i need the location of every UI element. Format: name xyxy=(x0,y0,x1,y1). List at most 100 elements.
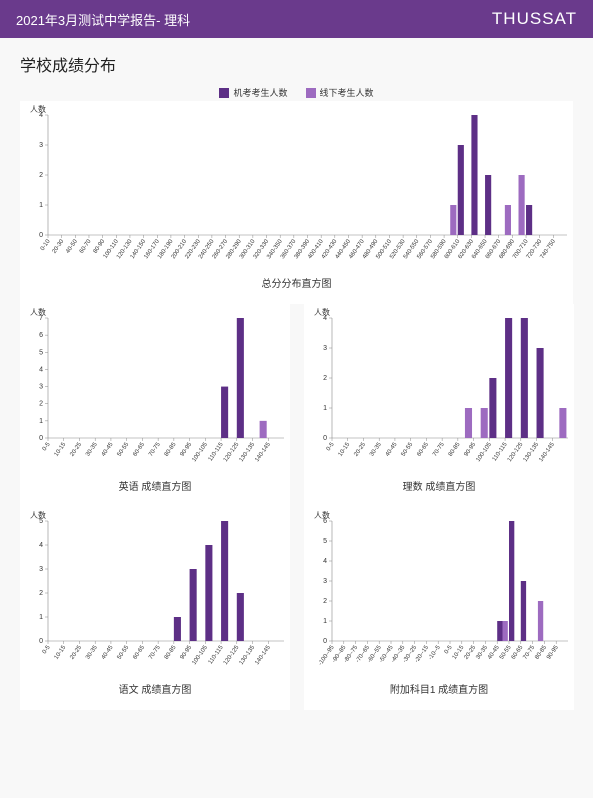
svg-text:30-35: 30-35 xyxy=(85,441,99,458)
chart-english-title: 英语 成绩直方图 xyxy=(20,474,290,507)
legend-swatch-2 xyxy=(306,88,316,98)
chart-total: 人数012340-1020-3040-5060-7080-90100-11012… xyxy=(20,101,573,304)
svg-text:0-5: 0-5 xyxy=(42,644,52,655)
header-title: 2021年3月测试中学报告- 理科 xyxy=(16,10,190,29)
svg-text:90-95: 90-95 xyxy=(464,441,478,458)
svg-text:2: 2 xyxy=(39,401,43,408)
svg-text:0: 0 xyxy=(39,232,43,239)
svg-text:6: 6 xyxy=(39,332,43,339)
svg-text:人数: 人数 xyxy=(30,307,46,317)
svg-text:人数: 人数 xyxy=(30,104,46,114)
svg-text:0-10: 0-10 xyxy=(40,238,52,252)
chart-extra1-title: 附加科目1 成绩直方图 xyxy=(304,677,574,710)
svg-text:0-5: 0-5 xyxy=(42,441,52,452)
svg-text:10-15: 10-15 xyxy=(54,441,68,458)
chart-chinese-title: 语文 成绩直方图 xyxy=(20,677,290,710)
svg-text:1: 1 xyxy=(323,618,327,625)
svg-text:1: 1 xyxy=(39,614,43,621)
svg-text:3: 3 xyxy=(39,384,43,391)
svg-text:60-65: 60-65 xyxy=(132,644,146,661)
svg-text:7: 7 xyxy=(39,315,43,322)
svg-text:2: 2 xyxy=(323,598,327,605)
svg-text:3: 3 xyxy=(39,566,43,573)
svg-text:70-75: 70-75 xyxy=(148,441,162,458)
svg-text:70-75: 70-75 xyxy=(148,644,162,661)
svg-text:-10--5: -10--5 xyxy=(428,644,442,661)
svg-text:50-55: 50-55 xyxy=(117,644,131,661)
svg-text:60-65: 60-65 xyxy=(416,441,430,458)
svg-text:人数: 人数 xyxy=(30,510,46,520)
svg-text:1: 1 xyxy=(39,202,43,209)
svg-text:100-105: 100-105 xyxy=(191,441,209,463)
svg-text:0: 0 xyxy=(39,435,43,442)
legend-label-1: 机考考生人数 xyxy=(233,86,287,99)
svg-text:30-35: 30-35 xyxy=(369,441,383,458)
svg-text:4: 4 xyxy=(323,558,327,565)
page-body: 学校成绩分布 机考考生人数 线下考生人数 人数012340-1020-3040-… xyxy=(0,38,593,724)
svg-text:20-25: 20-25 xyxy=(69,441,83,458)
svg-text:140-145: 140-145 xyxy=(254,644,272,666)
section-title: 学校成绩分布 xyxy=(20,52,573,76)
svg-text:90-95: 90-95 xyxy=(180,441,194,458)
svg-text:5: 5 xyxy=(39,349,43,356)
svg-text:0-5: 0-5 xyxy=(326,441,336,452)
svg-text:140-145: 140-145 xyxy=(538,441,556,463)
svg-text:人数: 人数 xyxy=(314,510,330,520)
svg-text:60-70: 60-70 xyxy=(79,238,93,255)
chart-chinese: 人数0123450-510-1520-2530-3540-4550-5560-6… xyxy=(20,507,290,710)
legend-label-2: 线下考生人数 xyxy=(320,86,374,99)
svg-text:20-25: 20-25 xyxy=(69,644,83,661)
svg-text:20-25: 20-25 xyxy=(353,441,367,458)
svg-text:70-75: 70-75 xyxy=(432,441,446,458)
svg-text:0: 0 xyxy=(323,638,327,645)
svg-text:40-45: 40-45 xyxy=(101,644,115,661)
svg-text:10-15: 10-15 xyxy=(338,441,352,458)
svg-text:50-55: 50-55 xyxy=(401,441,415,458)
svg-text:2: 2 xyxy=(39,172,43,179)
svg-text:3: 3 xyxy=(323,578,327,585)
svg-text:0: 0 xyxy=(323,435,327,442)
svg-text:20-30: 20-30 xyxy=(52,238,66,255)
chart-science-title: 理数 成绩直方图 xyxy=(304,474,574,507)
svg-text:3: 3 xyxy=(39,142,43,149)
chart-legend: 机考考生人数 线下考生人数 xyxy=(20,86,573,99)
svg-text:140-145: 140-145 xyxy=(254,441,272,463)
svg-text:50-55: 50-55 xyxy=(117,441,131,458)
svg-text:100-105: 100-105 xyxy=(475,441,493,463)
svg-text:100-105: 100-105 xyxy=(191,644,209,666)
svg-text:1: 1 xyxy=(39,418,43,425)
svg-text:4: 4 xyxy=(39,542,43,549)
svg-text:4: 4 xyxy=(39,112,43,119)
header-brand: THUSSAT xyxy=(492,9,577,29)
legend-item-series1: 机考考生人数 xyxy=(219,86,287,99)
chart-extra1: 人数0123456-100--95-90--85-80--75-70--65-6… xyxy=(304,507,574,710)
svg-text:3: 3 xyxy=(323,345,327,352)
chart-total-title: 总分分布直方图 xyxy=(20,271,573,304)
svg-text:60-65: 60-65 xyxy=(132,441,146,458)
svg-text:5: 5 xyxy=(323,538,327,545)
svg-text:6: 6 xyxy=(323,518,327,525)
svg-text:10-15: 10-15 xyxy=(54,644,68,661)
svg-text:90-95: 90-95 xyxy=(546,644,560,661)
legend-item-series2: 线下考生人数 xyxy=(306,86,374,99)
svg-text:4: 4 xyxy=(323,315,327,322)
svg-text:2: 2 xyxy=(323,375,327,382)
svg-text:4: 4 xyxy=(39,366,43,373)
chart-english: 人数 0 1 2 3 4 5 6 7 0-510-1520-2530-3540-4550-5560… xyxy=(20,304,290,507)
svg-text:5: 5 xyxy=(39,518,43,525)
svg-text:80-85: 80-85 xyxy=(448,441,462,458)
svg-text:40-50: 40-50 xyxy=(65,238,79,255)
svg-text:40-45: 40-45 xyxy=(101,441,115,458)
report-header: 2021年3月测试中学报告- 理科 THUSSAT xyxy=(0,0,593,38)
svg-text:30-35: 30-35 xyxy=(85,644,99,661)
svg-text:80-85: 80-85 xyxy=(164,441,178,458)
legend-swatch-1 xyxy=(219,88,229,98)
svg-text:40-45: 40-45 xyxy=(385,441,399,458)
svg-text:人数: 人数 xyxy=(314,307,330,317)
svg-text:0: 0 xyxy=(39,638,43,645)
svg-text:0-5: 0-5 xyxy=(444,644,454,655)
svg-text:80-85: 80-85 xyxy=(164,644,178,661)
svg-text:1: 1 xyxy=(323,405,327,412)
chart-science: 人数 0 1 2 3 4 0-510-1520-2530-3540-4550-5560-65… xyxy=(304,304,574,507)
svg-text:-100--95: -100--95 xyxy=(318,644,336,667)
